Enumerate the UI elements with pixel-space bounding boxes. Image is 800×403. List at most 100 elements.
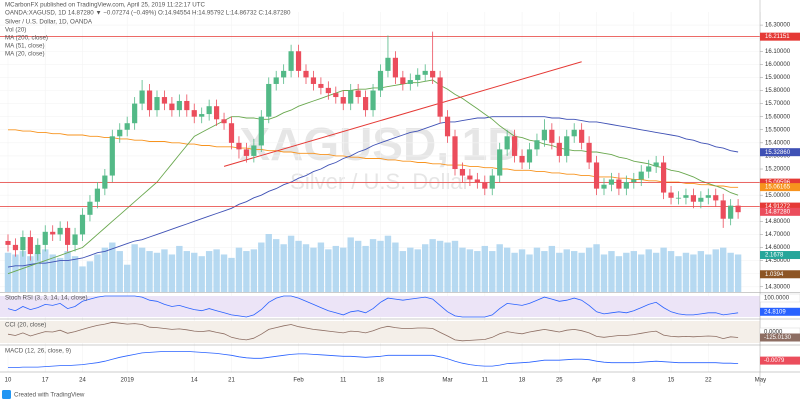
candle-body [601,184,607,189]
candle-body [579,129,585,143]
candle-body [355,90,361,98]
indicator-label: 100.0000 [764,296,790,302]
candle-body [5,240,11,245]
candle-body [608,179,615,185]
pane-title: MACD (12, 26, close, 9) [5,348,71,355]
candle-body [273,77,279,84]
volume-bar [585,247,593,292]
volume-bar [146,251,153,292]
volume-bar [496,244,503,292]
candle-body [340,97,346,104]
volume-bar [191,252,198,292]
volume-bar [354,240,362,292]
legend-volume: Vol (20) [5,27,26,34]
candle-body [541,129,547,141]
volume-bar [243,251,250,292]
volume-bar [489,251,496,292]
volume-bar [436,240,444,292]
indicator-label: 24.8109 [764,309,786,315]
volume-bar [347,237,354,292]
y-tick-label: 16.30000 [765,23,791,29]
candle-body [258,116,264,146]
volume-bar [511,252,518,292]
volume-bar [71,256,79,292]
volume-bar [466,249,474,292]
volume-bar [518,249,526,292]
candle-body [288,51,294,71]
volume-bar [503,247,511,292]
x-tick-label: 11 [340,378,347,384]
footer: Created with TradingView [14,392,85,399]
candle-body [653,162,659,167]
price-label: 15.32860 [765,150,791,156]
volume-bar [734,254,742,292]
candle-body [132,103,138,124]
volume-bar [250,249,258,292]
candle-body [348,90,354,104]
volume-bar [220,254,228,292]
candle-body [526,149,533,163]
candle-body [310,77,317,84]
watermark: XAGUSD, 1D [239,118,520,170]
price-label: 15.06165 [765,185,791,191]
volume-bar [615,256,623,292]
volume-bar [340,247,347,292]
y-tick-label: 14.80000 [765,219,791,225]
volume-bar [429,239,436,292]
candle-body [698,197,704,202]
candle-body [728,205,734,219]
volume-bar [273,239,280,292]
candle-body [512,136,518,156]
volume-bar [541,251,548,292]
candle-body [27,237,33,255]
volume-bar [652,252,660,292]
volume-bar [548,245,556,292]
candle-body [444,116,451,137]
candle-body [243,149,249,156]
candle-body [497,149,503,176]
volume-bar [399,251,407,292]
x-tick-label: 17 [42,378,49,384]
candle-body [377,70,384,91]
candle-body [735,205,741,213]
candle-body [668,192,674,198]
price-label: 14.91272 [765,204,791,210]
volume-bar [608,251,615,292]
pane-band [0,321,760,343]
volume-bar [712,249,719,292]
candle-body [35,244,41,255]
candle-body [146,90,153,111]
candle-body [631,179,637,183]
volume-bar [645,249,652,292]
candle-body [363,97,369,111]
price-label: 16.21151 [765,34,790,40]
x-tick-label: 18 [377,378,384,384]
candle-body [661,162,667,193]
candle-body [65,227,71,245]
x-tick-label: 21 [228,378,235,384]
trend-line [223,61,582,167]
candle-body [549,129,555,143]
indicator-label-box [760,333,800,342]
candle-body [482,182,488,189]
x-tick-label: 24 [79,378,86,384]
volume-bar [287,235,295,292]
pane-band [0,296,760,317]
candle-body [295,51,302,71]
x-tick-label: 8 [632,378,636,384]
candle-body [214,106,220,120]
volume-bar [720,247,727,292]
candle-body [616,179,622,189]
price-label-box [760,148,800,157]
price-label-box [760,178,800,187]
indicator-line [7,321,739,342]
volume-bar [392,242,399,292]
volume-bar [27,256,34,292]
volume-bar [295,240,302,292]
volume-bar [228,257,235,292]
candle-body [705,195,711,198]
candle-body [191,110,197,117]
volume-bar [369,239,377,292]
